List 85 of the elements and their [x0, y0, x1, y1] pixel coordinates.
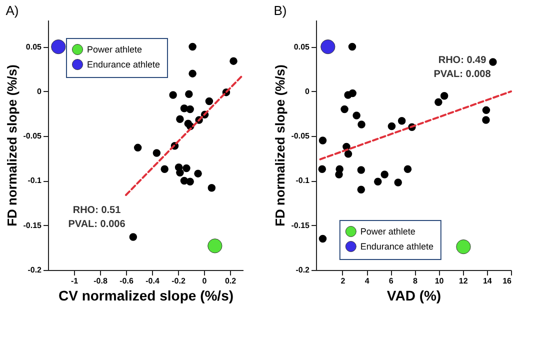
- y-axis-title: FD normalized slope (%/s): [4, 64, 20, 226]
- point: [318, 234, 327, 243]
- point: [352, 112, 360, 120]
- point: [318, 165, 326, 173]
- y-tick-label: -0.2: [28, 266, 42, 274]
- y-tick-label: 0: [305, 86, 310, 96]
- x-tick-label: -0.4: [146, 276, 160, 286]
- point: [335, 170, 343, 178]
- point: [388, 122, 396, 130]
- point: [176, 115, 184, 123]
- x-tick-label: 12: [458, 276, 468, 286]
- y-tick-label: -0.15: [291, 220, 310, 230]
- point: [404, 165, 412, 173]
- point: [129, 233, 138, 241]
- y-tick-label: -0.2: [296, 266, 310, 274]
- point: [188, 70, 196, 78]
- y-tick-label: -0.1: [296, 176, 310, 186]
- x-axis-title: CV normalized slope (%/s): [58, 288, 234, 304]
- x-tick-label: -1: [70, 276, 79, 286]
- point: [205, 97, 214, 106]
- point: [357, 186, 366, 194]
- point: [398, 117, 406, 125]
- point: [194, 170, 202, 178]
- point: [358, 120, 366, 128]
- point: [380, 170, 388, 178]
- x-tick-label: -0.6: [120, 276, 134, 286]
- legend-label: Power athlete: [87, 44, 142, 54]
- chart-title: A): [6, 3, 19, 18]
- point: [230, 57, 238, 65]
- point: [344, 91, 352, 99]
- point: [188, 42, 196, 51]
- annotation: RHO: 0.51: [72, 205, 122, 216]
- y-axis-title: FD normalized slope (%/s): [272, 64, 288, 226]
- point: [348, 42, 356, 51]
- x-tick-label: 14: [482, 276, 492, 286]
- x-tick-label: 6: [388, 276, 394, 286]
- point: [456, 239, 471, 254]
- point: [176, 168, 184, 177]
- point: [344, 150, 352, 158]
- y-tick-label: 0: [37, 86, 42, 96]
- point: [394, 178, 402, 186]
- point: [320, 39, 336, 54]
- legend-label: Endurance athlete: [360, 242, 434, 252]
- y-tick-label: 0.05: [294, 42, 310, 52]
- point: [160, 165, 168, 173]
- y-tick-label: 0.05: [26, 42, 42, 52]
- point: [318, 136, 327, 144]
- annotation: RHO: 0.49: [438, 55, 487, 66]
- y-tick-label: -0.1: [28, 176, 42, 186]
- x-tick-label: 0: [202, 276, 208, 286]
- x-tick-label: 8: [412, 276, 418, 286]
- point: [482, 106, 490, 114]
- point: [440, 92, 448, 100]
- point: [357, 166, 366, 174]
- legend-label: Endurance athlete: [87, 60, 160, 70]
- point: [482, 116, 490, 124]
- x-tick-label: -0.8: [94, 276, 108, 286]
- chart-title: B): [274, 3, 287, 18]
- point: [186, 178, 194, 186]
- point: [186, 105, 194, 114]
- point: [374, 178, 382, 186]
- x-tick-label: 2: [340, 276, 346, 286]
- x-tick-label: 10: [434, 276, 444, 286]
- x-tick-label: 0.2: [224, 276, 237, 286]
- x-axis-title: VAD (%): [386, 288, 442, 304]
- point: [340, 105, 348, 114]
- annotation: PVAL: 0.008: [434, 69, 492, 80]
- point: [489, 58, 497, 66]
- annotation: PVAL: 0.006: [68, 219, 126, 230]
- point: [51, 39, 66, 54]
- point: [185, 90, 193, 98]
- point: [208, 238, 222, 254]
- point: [169, 91, 177, 99]
- point: [208, 184, 216, 192]
- y-tick-label: -0.05: [291, 132, 310, 141]
- x-tick-label: 4: [364, 276, 370, 286]
- point: [182, 164, 190, 172]
- x-tick-label: -0.2: [172, 276, 186, 286]
- point: [152, 149, 161, 157]
- point: [134, 144, 142, 152]
- legend-label: Power athlete: [360, 226, 416, 236]
- y-tick-label: -0.05: [23, 132, 42, 141]
- y-tick-label: -0.15: [23, 220, 42, 230]
- x-tick-label: 16: [502, 276, 512, 286]
- point: [434, 98, 442, 106]
